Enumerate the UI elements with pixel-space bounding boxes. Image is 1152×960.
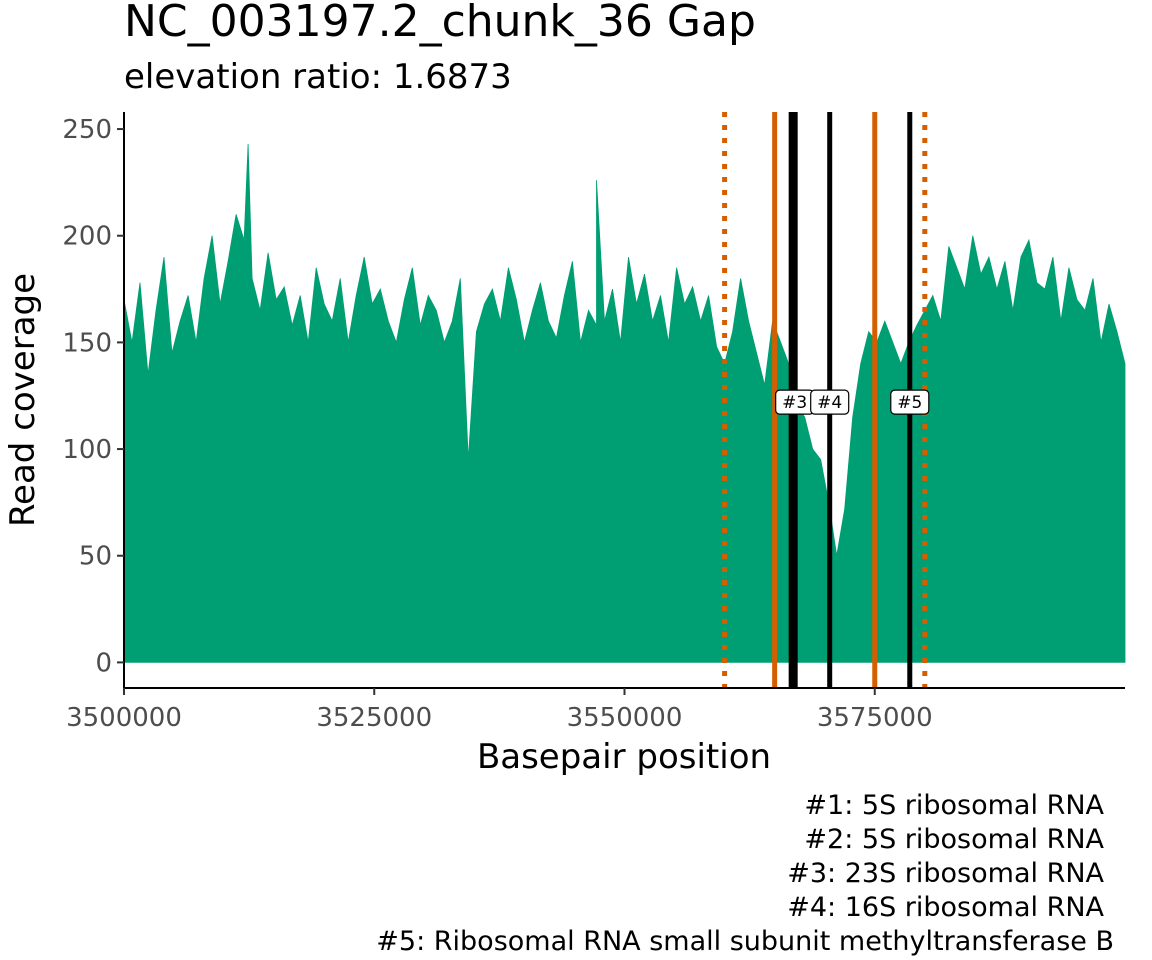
caption-line: #2: 5S ribosomal RNA	[804, 824, 1104, 855]
gene-label-text: #5	[897, 393, 922, 413]
gene-label-box	[810, 389, 850, 415]
caption: #1: 5S ribosomal RNA#2: 5S ribosomal RNA…	[376, 790, 1114, 957]
x-tick-label: 3525000	[316, 703, 432, 733]
y-tick-label: 200	[62, 222, 112, 252]
x-axis-title: Basepair position	[477, 737, 771, 777]
y-axis-title: Read coverage	[3, 273, 43, 527]
chart-subtitle: elevation ratio: 1.6873	[124, 57, 512, 97]
y-tick-label: 100	[62, 435, 112, 465]
coverage-area	[123, 143, 1126, 663]
axes: 0 50 100 150 200 250 3500000 3525000 3550000 3575…	[62, 112, 1125, 733]
gene-label-box	[890, 389, 930, 415]
x-tick-label: 3500000	[66, 703, 182, 733]
gene-label-text: #4	[817, 393, 842, 413]
gene-label-4: #4	[810, 389, 850, 415]
chart-title: NC_003197.2_chunk_36 Gap	[124, 0, 756, 47]
caption-line: #4: 16S ribosomal RNA	[787, 892, 1104, 923]
gene-label-5: #5	[890, 389, 930, 415]
y-tick-label: 50	[79, 542, 112, 572]
caption-line: #3: 23S ribosomal RNA	[787, 858, 1104, 889]
x-tick-label: 3575000	[817, 703, 933, 733]
gene-label-text: #3	[782, 393, 807, 413]
y-tick-label: 150	[62, 328, 112, 358]
y-tick-label: 250	[62, 115, 112, 145]
caption-line: #1: 5S ribosomal RNA	[804, 790, 1104, 821]
caption-line: #5: Ribosomal RNA small subunit methyltr…	[376, 926, 1114, 957]
gene-label-3: #3	[775, 389, 815, 415]
plot-area: #3 #4 #5	[123, 112, 1126, 688]
y-tick-label: 0	[95, 648, 112, 678]
x-tick-label: 3550000	[567, 703, 683, 733]
